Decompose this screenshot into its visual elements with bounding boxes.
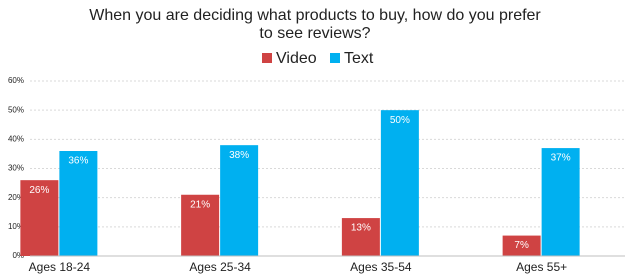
legend-swatch bbox=[330, 53, 340, 63]
legend-label: Text bbox=[344, 50, 374, 67]
bar bbox=[181, 194, 220, 256]
data-label: 50% bbox=[390, 115, 410, 126]
data-label: 38% bbox=[229, 150, 249, 161]
y-tick-label: 40% bbox=[8, 134, 24, 143]
bar bbox=[380, 110, 419, 257]
y-tick-label: 50% bbox=[8, 105, 24, 114]
x-tick-label: Ages 18-24 bbox=[29, 260, 91, 274]
bar bbox=[20, 180, 59, 256]
y-tick-label: 10% bbox=[8, 222, 24, 231]
legend-swatch bbox=[262, 53, 272, 63]
data-label: 37% bbox=[551, 153, 571, 164]
x-tick-label: Ages 55+ bbox=[516, 260, 567, 274]
y-tick-label: 60% bbox=[8, 76, 24, 85]
y-tick-label: 20% bbox=[8, 193, 24, 202]
data-label: 26% bbox=[29, 185, 49, 196]
data-label: 21% bbox=[190, 199, 210, 210]
x-tick-label: Ages 25-34 bbox=[189, 260, 251, 274]
y-tick-label: 0% bbox=[12, 251, 24, 260]
bar bbox=[220, 145, 259, 256]
bar bbox=[59, 151, 98, 256]
legend-label: Video bbox=[276, 50, 317, 67]
y-tick-label: 30% bbox=[8, 164, 24, 173]
data-label: 7% bbox=[514, 240, 529, 251]
chart-title: to see reviews? bbox=[259, 25, 370, 42]
data-label: 36% bbox=[68, 156, 88, 167]
chart-title: When you are deciding what products to b… bbox=[89, 7, 541, 24]
bar bbox=[341, 218, 380, 256]
bar bbox=[541, 148, 580, 256]
data-label: 13% bbox=[351, 223, 371, 234]
x-tick-label: Ages 35-54 bbox=[350, 260, 412, 274]
bar bbox=[502, 235, 541, 256]
